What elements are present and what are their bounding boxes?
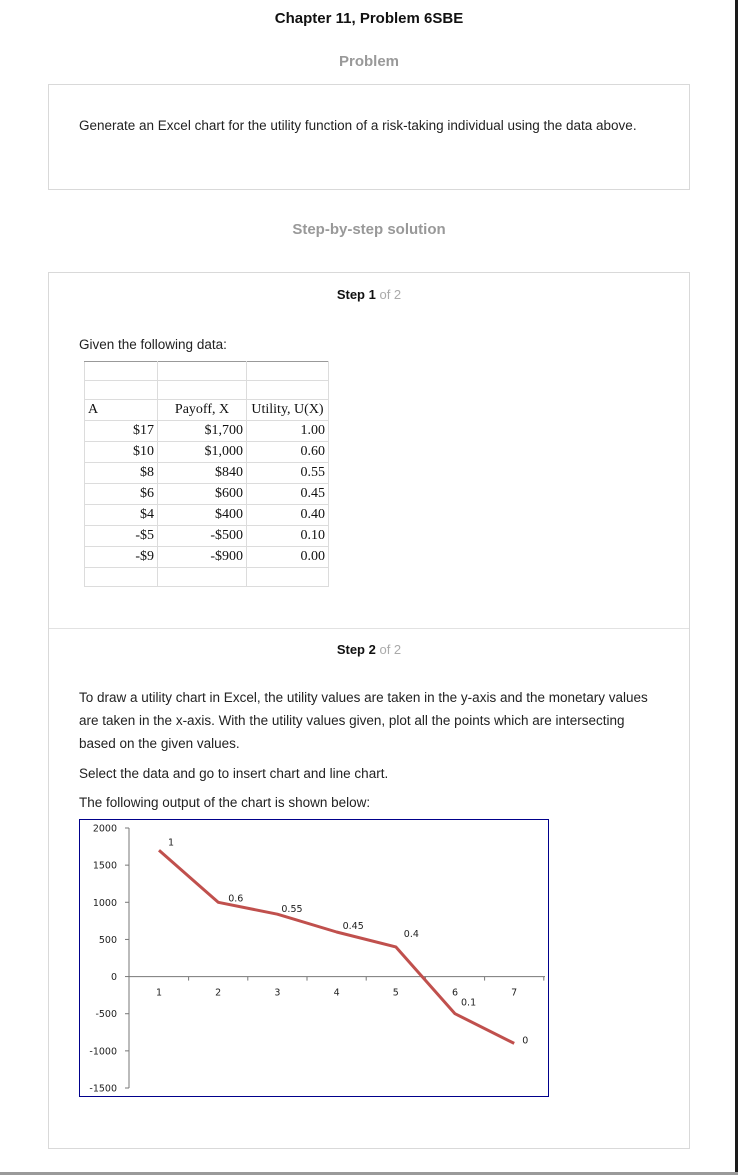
table-header-row: A Payoff, X Utility, U(X): [84, 399, 329, 421]
table-row: $10 $1,000 0.60: [84, 441, 329, 463]
table-cell-utility: 0.40: [246, 504, 329, 526]
table-cell-payoff: -$900: [157, 546, 247, 568]
table-spacer-row: [84, 567, 329, 587]
x-tick-label: 7: [511, 988, 517, 999]
table-spacer-row: [84, 380, 329, 400]
x-tick-label: 3: [274, 988, 280, 999]
table-cell-empty: [84, 361, 158, 381]
table-cell-a: $4: [84, 504, 158, 526]
step-2-of: of 2: [379, 642, 402, 657]
table-row: -$5 -$500 0.10: [84, 525, 329, 547]
series-line: [158, 849, 515, 1045]
table-cell-a: $8: [84, 462, 158, 484]
data-label: 0.4: [404, 929, 419, 940]
data-label: 1: [168, 837, 174, 848]
table-cell-empty: [246, 567, 329, 587]
y-tick-label: 1000: [93, 898, 117, 909]
table-cell-empty: [157, 361, 247, 381]
y-tick-label: -1500: [89, 1084, 117, 1095]
y-tick-label: 500: [99, 935, 117, 946]
step-2-explanation: To draw a utility chart in Excel, the ut…: [79, 690, 648, 751]
given-data-text: Given the following data:: [79, 337, 227, 352]
step-divider: [49, 628, 689, 629]
problem-panel: Generate an Excel chart for the utility …: [48, 84, 690, 190]
y-tick-label: 0: [111, 972, 117, 983]
page-right-border: [735, 0, 738, 1175]
problem-heading: Problem: [338, 53, 399, 70]
table-header-payoff: Payoff, X: [157, 399, 247, 421]
table-row: $4 $400 0.40: [84, 504, 329, 526]
x-tick-label: 1: [156, 988, 162, 999]
table-cell-payoff: $1,700: [157, 420, 247, 442]
table-row: $6 $600 0.45: [84, 483, 329, 505]
table-cell-a: $17: [84, 420, 158, 442]
table-cell-a: -$5: [84, 525, 158, 547]
table-cell-empty: [246, 361, 329, 381]
solution-heading: Step-by-step solution: [292, 221, 446, 238]
x-tick-label: 2: [215, 988, 221, 999]
table-cell-empty: [157, 380, 247, 400]
utility-line-chart: 2000 1500 1000 500 0 -500 -1000 -1500 1 2 3 4 5 6 7 1 0.…: [79, 819, 549, 1097]
table-cell-utility: 0.00: [246, 546, 329, 568]
table-cell-payoff: $1,000: [157, 441, 247, 463]
table-cell-empty: [84, 567, 158, 587]
output-text: The following output of the chart is sho…: [79, 795, 371, 810]
problem-text: Generate an Excel chart for the utility …: [79, 118, 637, 133]
table-cell-a: -$9: [84, 546, 158, 568]
y-tick-label: -500: [95, 1009, 117, 1020]
table-cell-a: $10: [84, 441, 158, 463]
x-tick-label: 5: [393, 988, 399, 999]
table-cell-a: $6: [84, 483, 158, 505]
table-cell-payoff: $840: [157, 462, 247, 484]
table-cell-payoff: $600: [157, 483, 247, 505]
y-tick-label: 1500: [93, 861, 117, 872]
table-cell-utility: 1.00: [246, 420, 329, 442]
chart-border: [79, 819, 549, 1097]
x-tick-label: 6: [452, 988, 458, 999]
table-cell-empty: [246, 380, 329, 400]
table-spacer-row: [84, 361, 329, 381]
data-table: A Payoff, X Utility, U(X) $17 $1,700 1.00 $10 $…: [84, 361, 329, 587]
step-1-label: Step 1 of 2: [49, 287, 689, 302]
x-tick-label: 4: [334, 988, 340, 999]
table-cell-utility: 0.60: [246, 441, 329, 463]
page-bottom-border: [0, 1172, 738, 1175]
table-cell-utility: 0.45: [246, 483, 329, 505]
table-row: -$9 -$900 0.00: [84, 546, 329, 568]
table-row: $8 $840 0.55: [84, 462, 329, 484]
table-cell-payoff: $400: [157, 504, 247, 526]
step-1-title: Step 1: [336, 287, 376, 302]
table-header-utility: Utility, U(X): [246, 399, 329, 421]
data-label: 0: [522, 1035, 528, 1046]
table-row: $17 $1,700 1.00: [84, 420, 329, 442]
table-cell-empty: [157, 567, 247, 587]
step-2-title: Step 2: [336, 642, 376, 657]
step-2-label: Step 2 of 2: [49, 642, 689, 657]
y-tick-label: 2000: [93, 824, 117, 835]
select-data-text: Select the data and go to insert chart a…: [79, 766, 389, 781]
table-cell-payoff: -$500: [157, 525, 247, 547]
y-tick-label: -1000: [89, 1046, 117, 1057]
table-header-a: A: [84, 399, 158, 421]
table-cell-empty: [84, 380, 158, 400]
table-cell-utility: 0.55: [246, 462, 329, 484]
table-cell-utility: 0.10: [246, 525, 329, 547]
page-title: Chapter 11, Problem 6SBE: [274, 10, 464, 27]
data-label: 0.6: [228, 893, 243, 904]
data-label: 0.1: [461, 998, 476, 1009]
data-label: 0.45: [343, 921, 364, 932]
data-label: 0.55: [281, 904, 302, 915]
step-1-of: of 2: [379, 287, 402, 302]
